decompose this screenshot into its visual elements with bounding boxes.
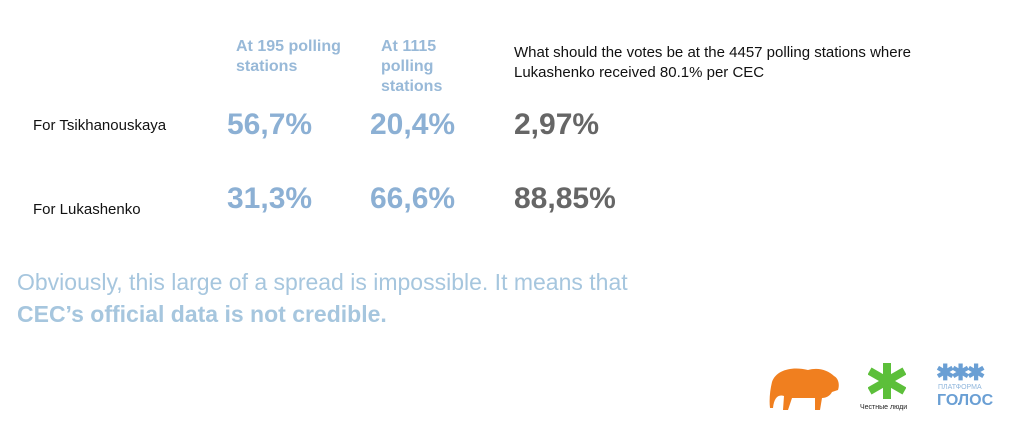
value-tsikh-1115: 20,4%	[370, 108, 456, 141]
column-header-1115: At 1115 polling stations	[381, 38, 443, 95]
platform-asterisks-icon: ✱✱✱	[936, 360, 985, 385]
platform-logo-bottom: ГОЛОС	[937, 392, 994, 409]
value-luk-195: 31,3%	[227, 182, 313, 215]
row-label-tsikhanouskaya: For Tsikhanouskaya	[33, 117, 167, 134]
row-label-lukashenko: For Lukashenko	[33, 201, 141, 218]
value-tsikh-expected: 2,97%	[514, 108, 600, 141]
asterisk-green-logo-icon	[868, 363, 906, 399]
value-luk-1115: 66,6%	[370, 182, 456, 215]
conclusion-line-2: CEC’s official data is not credible.	[17, 301, 387, 327]
value-luk-expected: 88,85%	[514, 182, 616, 215]
column-header-expected: What should the votes be at the 4457 pol…	[514, 44, 911, 81]
column-header-195: At 195 polling stations	[236, 38, 341, 75]
bison-logo-icon	[769, 368, 839, 410]
honest-people-logo-text: Честные люди	[860, 404, 908, 411]
value-tsikh-195: 56,7%	[227, 108, 313, 141]
conclusion-line-1: Obviously, this large of a spread is imp…	[17, 269, 628, 295]
platform-logo-top: ПЛАТФОРМА	[938, 384, 982, 391]
